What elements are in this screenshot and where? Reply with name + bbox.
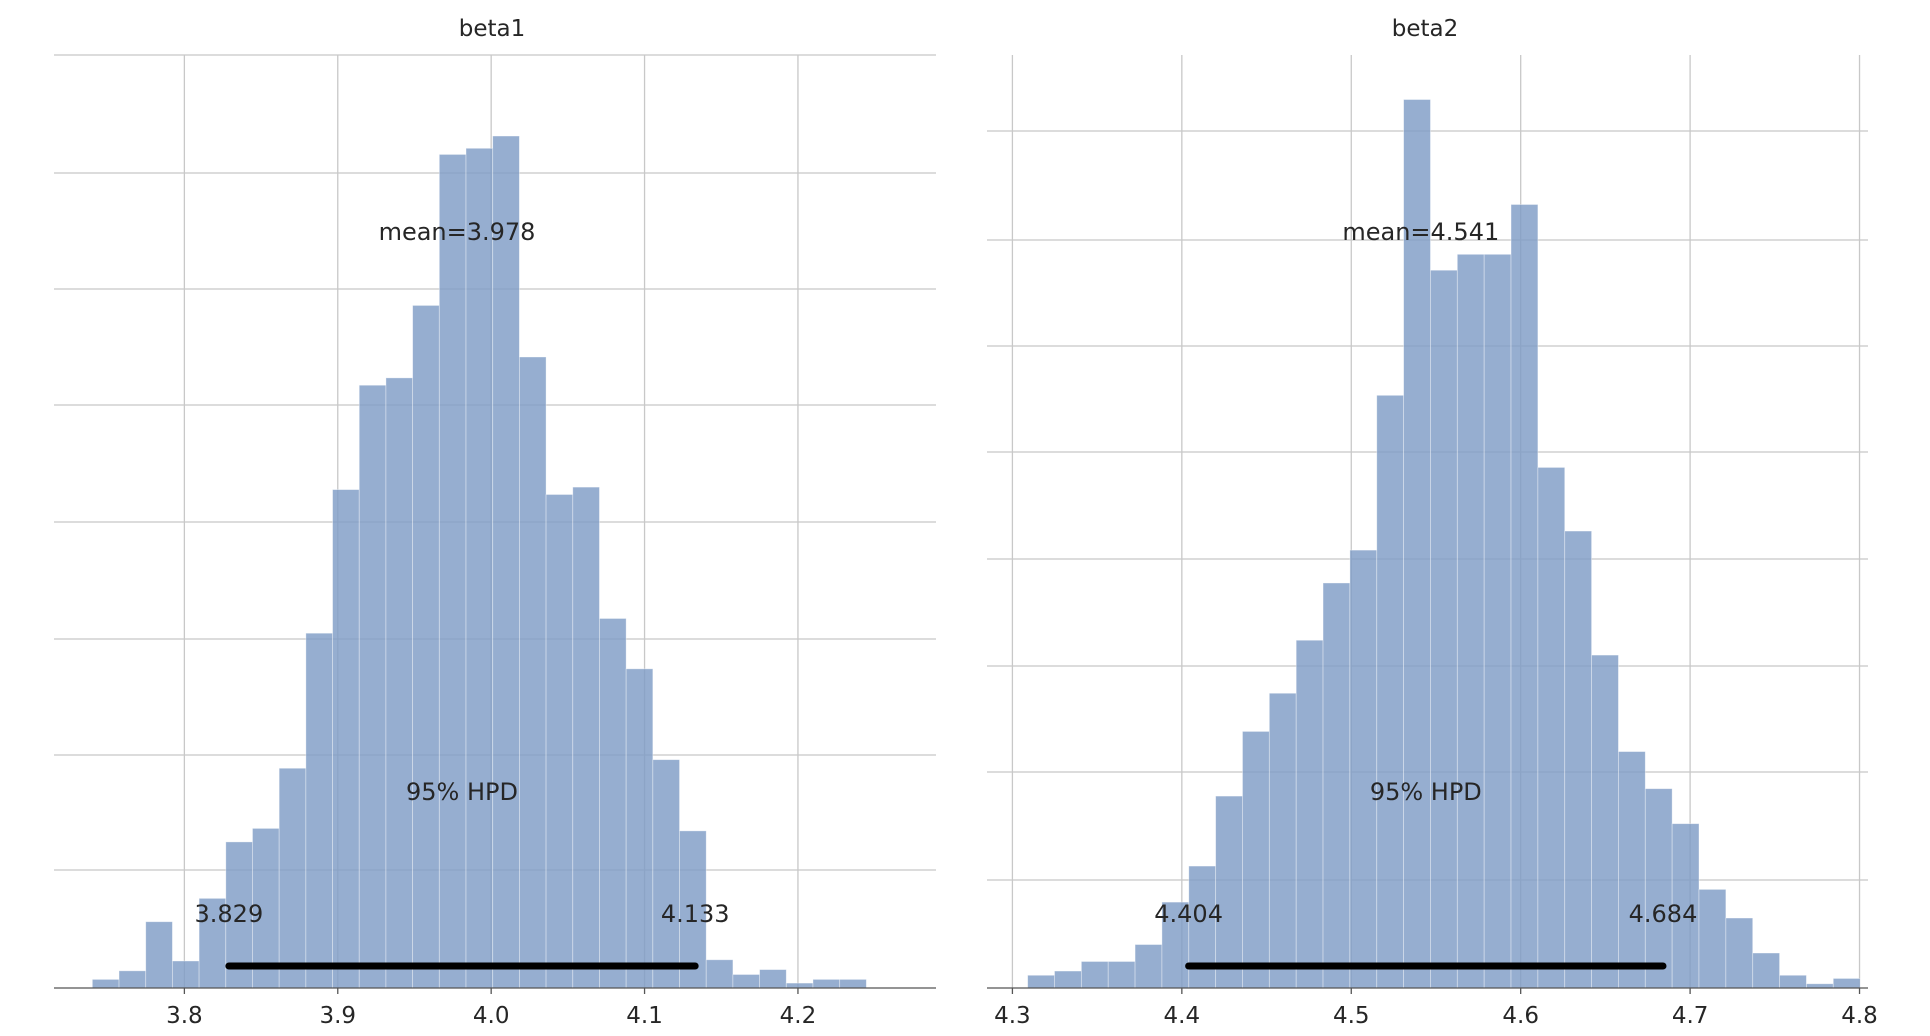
histogram-bar: [1564, 530, 1592, 989]
histogram-bar: [1322, 582, 1351, 989]
histogram-bar: [839, 979, 867, 989]
histogram-bar: [1537, 467, 1566, 989]
histogram-bar: [1376, 394, 1405, 989]
histogram-bars: [91, 135, 867, 989]
histogram-bar: [572, 486, 600, 989]
mean-label: mean=4.541: [1342, 218, 1499, 246]
histogram-bar: [1671, 823, 1700, 989]
histogram-bar: [1725, 917, 1754, 989]
histogram-bar: [1591, 654, 1619, 989]
histogram-bar: [1752, 952, 1780, 989]
histogram-bar: [252, 828, 280, 989]
histogram-bar: [759, 969, 787, 989]
histogram-bar: [1832, 978, 1861, 989]
histogram-bar: [732, 974, 760, 989]
histogram-bar: [1107, 961, 1136, 989]
histogram-bar: [1644, 788, 1673, 989]
histogram-bar: [198, 897, 227, 989]
x-tick-label: 4.8: [1841, 1003, 1878, 1029]
histogram-bar: [545, 494, 574, 989]
histogram-bars: [1027, 99, 1861, 989]
mean-label: mean=3.978: [379, 218, 536, 246]
panel-beta1: 3.8 3.9 4.0 4.1 4.2 mean=3.978 95% HPD 3.829 4.1…: [54, 54, 936, 1029]
histogram-bar: [625, 668, 654, 989]
histogram-bar: [1242, 731, 1270, 989]
hpd-lower-label: 3.829: [195, 900, 264, 928]
x-tick-label: 3.9: [319, 1003, 356, 1029]
histogram-bar: [412, 305, 440, 989]
histogram-bar: [1080, 961, 1109, 989]
chart-title-beta1: beta1: [458, 16, 526, 42]
histogram-bar: [465, 147, 494, 989]
histogram-bar: [599, 618, 627, 989]
histogram-bar: [118, 970, 147, 989]
histogram-bar: [1268, 692, 1297, 989]
histogram-bar: [385, 377, 414, 989]
histogram-bar: [785, 982, 814, 989]
hpd-label: 95% HPD: [1370, 778, 1482, 806]
histogram-bar: [1295, 639, 1324, 989]
histogram-bar: [492, 135, 520, 989]
histogram-bar: [1698, 888, 1727, 989]
x-tick-label: 4.0: [473, 1003, 510, 1029]
histogram-bar: [1510, 204, 1539, 989]
panel-beta2: 4.3 4.4 4.5 4.6 4.7 4.8 mean=4.541 95% HPD 4.404…: [987, 55, 1878, 1029]
histogram-bar: [1134, 944, 1163, 989]
hpd-upper-label: 4.684: [1629, 900, 1698, 928]
histogram-bar: [1349, 549, 1378, 989]
x-tick-label: 4.4: [1164, 1003, 1201, 1029]
histogram-bar: [1215, 795, 1243, 989]
histogram-bar: [145, 921, 173, 989]
hpd-lower-label: 4.404: [1154, 900, 1223, 928]
histogram-bar: [1483, 253, 1512, 989]
histogram-bar: [652, 759, 680, 989]
chart-title-beta2: beta2: [1391, 16, 1459, 42]
x-tick-label: 4.3: [994, 1003, 1031, 1029]
histogram-bar: [679, 830, 707, 989]
x-tick-label: 4.6: [1502, 1003, 1539, 1029]
histogram-bar: [1027, 974, 1055, 989]
histogram-bar: [1618, 751, 1646, 989]
histogram-bar: [1779, 974, 1807, 989]
histogram-bar: [438, 154, 467, 989]
histogram-bar: [305, 632, 333, 989]
histogram-bar: [1054, 970, 1082, 989]
histogram-bar: [358, 384, 387, 989]
x-tick-label: 4.2: [780, 1003, 817, 1029]
histogram-bar: [812, 979, 841, 989]
hpd-label: 95% HPD: [406, 778, 518, 806]
histogram-bar: [91, 979, 120, 989]
x-tick-label: 4.5: [1333, 1003, 1370, 1029]
histogram-bar: [172, 960, 200, 989]
histogram-bar: [332, 489, 360, 989]
histogram-bar: [518, 356, 547, 989]
histogram-bar: [1161, 901, 1190, 989]
histogram-bar: [705, 959, 734, 989]
x-tick-label: 4.7: [1672, 1003, 1709, 1029]
hpd-upper-label: 4.133: [661, 900, 730, 928]
histogram-bar: [278, 767, 307, 989]
histogram-bar: [1456, 253, 1485, 989]
x-tick-label: 4.1: [626, 1003, 663, 1029]
histogram-bar: [1430, 269, 1458, 989]
x-tick-label: 3.8: [166, 1003, 203, 1029]
